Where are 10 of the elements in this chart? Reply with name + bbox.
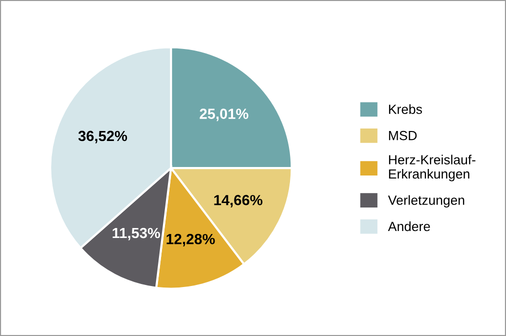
data-label: 36,52% [78, 130, 128, 144]
data-label: 12,28% [166, 234, 215, 246]
data-label: 11,53% [112, 228, 160, 240]
legend-label: Andere [388, 221, 430, 232]
data-label: 14,66% [214, 194, 262, 208]
data-label: 25,01% [200, 108, 248, 122]
legend-label: Verletzungen [388, 195, 464, 208]
legend-label: MSD [389, 130, 417, 140]
legend-label: Krebs [389, 104, 422, 114]
legend-label: Herz-Kreislauf- Erkrankungen [389, 154, 476, 182]
